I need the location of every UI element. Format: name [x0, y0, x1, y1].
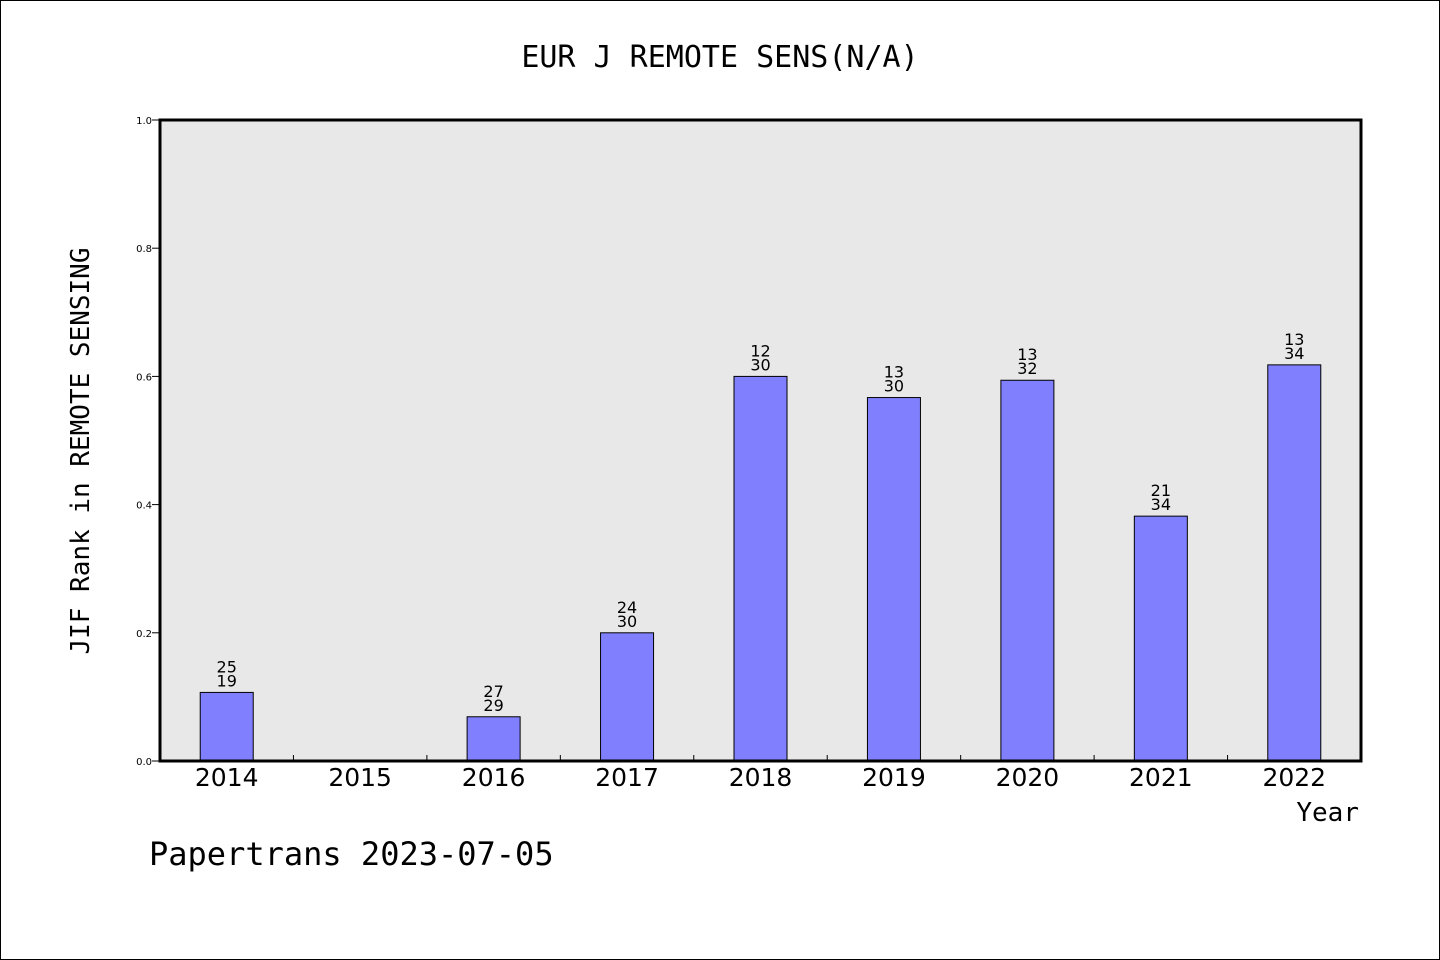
- bars: [199, 364, 1322, 762]
- bar-label-bottom: 30: [617, 612, 637, 631]
- chart-title: EUR J REMOTE SENS(N/A): [521, 40, 918, 75]
- x-axis: 2014 2015 2016 2017 2018 2019 2020 2021 2022: [195, 755, 1326, 792]
- bar-label-bottom: 34: [1151, 495, 1171, 514]
- x-tick-label: 2018: [729, 763, 793, 792]
- y-axis-label: JIF Rank in REMOTE SENSING: [66, 248, 96, 655]
- x-tick-label: 2016: [462, 763, 526, 792]
- plot-frame: [158, 118, 1363, 763]
- y-tick-label: 0.6: [136, 372, 152, 383]
- x-tick-label: 2022: [1262, 763, 1326, 792]
- x-tick-label: 2015: [328, 763, 392, 792]
- bar-label-top: 12: [750, 341, 770, 360]
- bar-label-top: 13: [1017, 345, 1037, 364]
- x-tick-label: 2019: [862, 763, 926, 792]
- bar-label-bottom: 19: [217, 671, 237, 690]
- bar-label-bottom: 30: [750, 355, 770, 374]
- y-tick-label: 0.2: [136, 629, 152, 640]
- y-tick-label: 0.8: [136, 244, 152, 255]
- y-axis: 0.0 0.2 0.4 0.6 0.8 1.0: [136, 116, 160, 768]
- x-axis-label: Year: [1296, 798, 1359, 828]
- bar-2017: [600, 632, 655, 762]
- bar-label-bottom: 30: [884, 377, 904, 396]
- x-tick-label: 2020: [996, 763, 1060, 792]
- bar-2014: [199, 691, 254, 762]
- bar-label-top: 13: [1284, 330, 1304, 349]
- bar-2022: [1267, 364, 1322, 762]
- bar-label-top: 21: [1151, 481, 1171, 500]
- x-tick-label: 2021: [1129, 763, 1193, 792]
- bar-label-top: 25: [217, 657, 237, 676]
- y-tick-label: 0.0: [136, 757, 152, 768]
- bar-label-top: 27: [483, 682, 503, 701]
- footer-note: Papertrans 2023-07-05: [149, 835, 554, 873]
- bar-label-bottom: 34: [1284, 344, 1304, 363]
- x-tick-label: 2014: [195, 763, 259, 792]
- bar-2020: [1000, 379, 1055, 762]
- bar-2021: [1133, 515, 1188, 762]
- bar-label-bottom: 29: [483, 696, 503, 715]
- y-tick-label: 1.0: [136, 116, 152, 127]
- x-tick-label: 2017: [595, 763, 659, 792]
- bar-2019: [866, 397, 921, 762]
- bar-label-top: 13: [884, 363, 904, 382]
- bar-2018: [733, 375, 788, 762]
- bar-2016: [466, 716, 521, 762]
- y-tick-label: 0.4: [136, 501, 152, 512]
- bar-label-top: 24: [617, 598, 637, 617]
- bar-label-bottom: 32: [1017, 359, 1037, 378]
